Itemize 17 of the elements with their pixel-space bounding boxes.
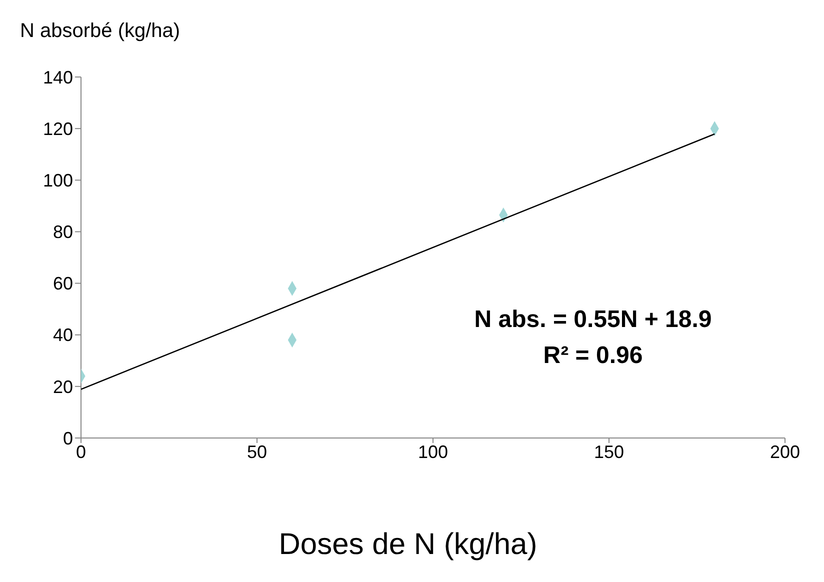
- y-tick-label: 60: [52, 274, 73, 294]
- y-tick-label: 40: [52, 325, 73, 346]
- y-tick-label: 0: [62, 428, 73, 448]
- y-tick-label: 20: [52, 376, 73, 397]
- y-tick-label: 140: [42, 67, 73, 88]
- y-tick-label: 80: [52, 222, 73, 242]
- y-tick-label: 120: [42, 118, 73, 139]
- annotation: N abs. = 0.55N + 18.9: [473, 305, 713, 335]
- y-tick-label: 100: [42, 170, 73, 191]
- x-tick-label: 200: [770, 442, 800, 462]
- x-tick-label: 50: [246, 442, 268, 462]
- x-tick-label: 100: [418, 442, 448, 462]
- x-tick-label: 150: [594, 442, 624, 462]
- x-tick-label: 0: [76, 442, 86, 462]
- y-axis-title: N absorbé (kg/ha): [20, 20, 180, 43]
- annotation: R² = 0.96: [542, 341, 644, 371]
- x-axis-title: Doses de N (kg/ha): [278, 528, 538, 562]
